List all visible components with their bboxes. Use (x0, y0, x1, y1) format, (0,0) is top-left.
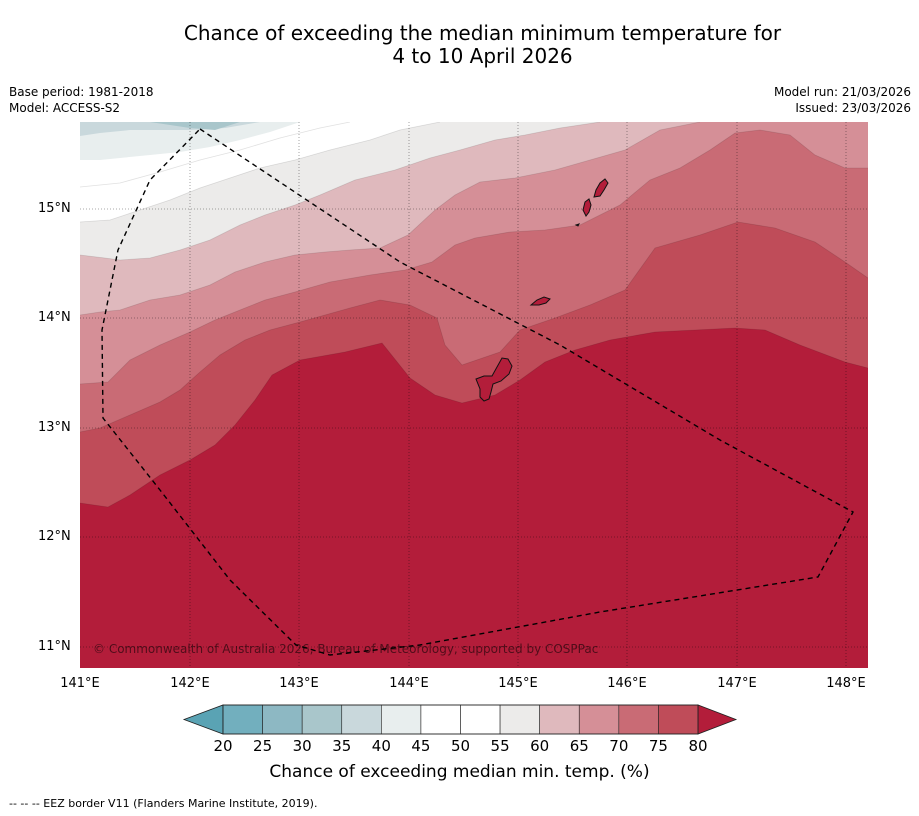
lon-label: 145°E (498, 676, 538, 691)
island-rota (529, 296, 551, 306)
colorbar-tick-label: 55 (490, 737, 510, 755)
colorbar (182, 704, 738, 735)
colorbar-segment (460, 704, 501, 735)
model-run: Model run: 21/03/2026 (773, 85, 911, 99)
graticule (80, 122, 868, 668)
lon-label: 146°E (607, 676, 647, 691)
probability-field (80, 122, 868, 668)
colorbar-tick-label: 80 (688, 737, 708, 755)
colorbar-segment (499, 704, 540, 735)
lon-label: 144°E (389, 676, 429, 691)
model-name: Model: ACCESS-S2 (9, 101, 121, 115)
lat-label: 11°N (38, 639, 71, 654)
lon-label: 141°E (60, 676, 100, 691)
base-period: Base period: 1981-2018 (9, 85, 154, 99)
colorbar-segment (222, 704, 263, 735)
lon-label: 142°E (170, 676, 210, 691)
colorbar-tick-label: 45 (411, 737, 431, 755)
title-line-2: 4 to 10 April 2026 (392, 44, 573, 68)
colorbar-segment (381, 704, 422, 735)
band-45-50 (80, 122, 300, 160)
islands (475, 178, 609, 402)
colorbar-extend-high (697, 704, 738, 735)
island-saipan (593, 178, 609, 198)
colorbar-extend-low (182, 704, 224, 735)
island-tinian (582, 198, 592, 217)
colorbar-segment (301, 704, 343, 735)
colorbar-label: Chance of exceeding median min. temp. (%… (269, 762, 650, 782)
copyright-credit: © Commonwealth of Australia 2026, Bureau… (93, 642, 599, 656)
colorbar-segment (658, 704, 699, 735)
colorbar-tick-label: 25 (253, 737, 273, 755)
eez-legend-note: -- -- -- EEZ border V11 (Flanders Marine… (9, 797, 318, 810)
meta-right: Model run: 21/03/2026 Issued: 23/03/2026 (774, 84, 911, 116)
colorbar-tick-label: 20 (213, 737, 233, 755)
colorbar-segment (578, 704, 620, 735)
eez-border (101, 128, 854, 656)
lon-label: 147°E (717, 676, 757, 691)
chart-title: Chance of exceeding the median minimum t… (0, 22, 919, 68)
title-line-1: Chance of exceeding the median minimum t… (183, 21, 782, 45)
colorbar-tick-label: 75 (648, 737, 668, 755)
colorbar-tick-label: 65 (569, 737, 589, 755)
colorbar-segment (539, 704, 580, 735)
colorbar-segments (222, 704, 699, 735)
colorbar-segment (341, 704, 382, 735)
lat-label: 12°N (38, 529, 71, 544)
colorbar-tick-label: 40 (371, 737, 391, 755)
colorbar-tick-label: 70 (609, 737, 629, 755)
island-guam (475, 357, 513, 402)
contour-lines (80, 122, 868, 508)
lat-label: 15°N (38, 201, 71, 216)
issued-date: Issued: 23/03/2026 (795, 101, 911, 115)
colorbar-segment (420, 704, 461, 735)
colorbar-tick-label: 35 (332, 737, 352, 755)
island-aguijan (574, 223, 580, 227)
meta-left: Base period: 1981-2018 Model: ACCESS-S2 (9, 84, 154, 116)
colorbar-segment (618, 704, 659, 735)
colorbar-tick-label: 30 (292, 737, 312, 755)
lon-label: 148°E (826, 676, 866, 691)
colorbar-tick-label: 50 (450, 737, 471, 755)
lon-label: 143°E (279, 676, 319, 691)
colorbar-frame (222, 704, 699, 735)
colorbar-tick-label: 60 (530, 737, 550, 755)
lat-label: 13°N (38, 420, 71, 435)
band-35-40 (150, 122, 240, 130)
colorbar-segment (262, 704, 303, 735)
lat-label: 14°N (38, 310, 71, 325)
